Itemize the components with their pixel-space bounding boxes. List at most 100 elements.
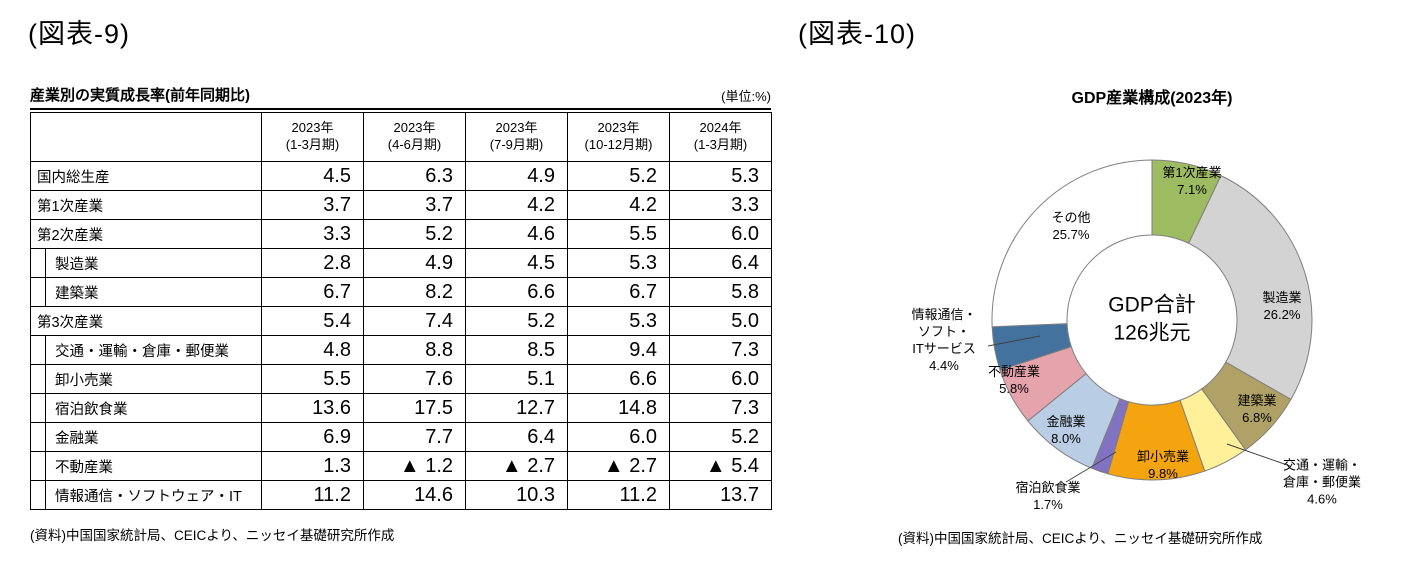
slice-label-1: 製造業 26.2% xyxy=(1262,290,1302,322)
table-row: 第3次産業 5.4 7.4 5.2 5.3 5.0 xyxy=(30,306,772,336)
table-cell: 9.4 xyxy=(567,335,670,365)
column-header-2: 2023年 (7-9月期) xyxy=(465,112,568,162)
table-row: 宿泊飲食業 13.6 17.5 12.7 14.8 7.3 xyxy=(30,393,772,424)
table-cell: 5.3 xyxy=(567,248,670,278)
table-cell: 6.7 xyxy=(261,277,364,307)
figure10-heading: (図表-10) xyxy=(798,19,917,49)
table-row: 不動産業 1.3 ▲ 1.2 ▲ 2.7 ▲ 2.7 ▲ 5.4 xyxy=(30,451,772,482)
table-cell: 10.3 xyxy=(465,480,568,510)
gdp-donut-chart: GDP合計 126兆元 第1次産業 7.1% 製造業 26.2% 建築業 6.8% 交通・運… xyxy=(800,106,1412,542)
table-cell: 11.2 xyxy=(261,480,364,510)
column-header-3: 2023年 (10-12月期) xyxy=(567,112,670,162)
table-cell: 6.6 xyxy=(567,364,670,394)
table-cell: 13.7 xyxy=(669,480,772,510)
table-row: 情報通信・ソフトウェア・IT 11.2 14.6 10.3 11.2 13.7 xyxy=(30,480,772,511)
table-cell: 6.4 xyxy=(465,422,568,452)
table-cell: 8.2 xyxy=(363,277,466,307)
table-cell: 2.8 xyxy=(261,248,364,278)
donut-chart-svg xyxy=(987,159,1313,483)
table-cell: 5.5 xyxy=(261,364,364,394)
table-cell: 13.6 xyxy=(261,393,364,423)
table-cell: 4.5 xyxy=(261,161,364,191)
leader-line-5 xyxy=(1065,451,1117,483)
leader-line-8 xyxy=(987,335,1041,347)
donut-center-line1: GDP合計 xyxy=(1108,293,1196,317)
table-row: 第2次産業 3.3 5.2 4.6 5.5 6.0 xyxy=(30,219,772,249)
table-cell: ▲ 2.7 xyxy=(465,451,568,481)
slice-label-9: その他 25.7% xyxy=(1051,210,1091,242)
leader-line-3 xyxy=(1226,443,1291,467)
slice-label-4: 卸小売業 9.8% xyxy=(1136,449,1190,481)
slice-label-2: 建築業 6.8% xyxy=(1237,393,1277,425)
table-cell: 3.7 xyxy=(261,190,364,220)
row-label: 製造業 xyxy=(30,248,262,279)
table-row: 国内総生産 4.5 6.3 4.9 5.2 5.3 xyxy=(30,161,772,191)
table-cell: 5.5 xyxy=(567,219,670,249)
donut-slice-9 xyxy=(991,159,1153,328)
figure9-unit-note: (単位:%) xyxy=(721,89,771,104)
table-cell: 5.2 xyxy=(363,219,466,249)
table-cell: 4.6 xyxy=(465,219,568,249)
table-corner-cell xyxy=(30,112,262,162)
slice-label-8: 情報通信・ ソフト・ ITサービス 4.4% xyxy=(911,307,977,373)
row-label: 第3次産業 xyxy=(30,306,262,336)
donut-center-line2: 126兆元 xyxy=(1113,322,1191,345)
table-cell: 12.7 xyxy=(465,393,568,423)
figure9-source-note: (資料)中国国家統計局、CEICより、ニッセイ基礎研究所作成 xyxy=(30,528,395,543)
table-cell: 1.3 xyxy=(261,451,364,481)
growth-rate-table: 2023年 (1-3月期) 2023年 (4-6月期) 2023年 (7-9月期) 2023… xyxy=(30,112,772,511)
row-label: 宿泊飲食業 xyxy=(30,393,262,424)
row-label: 建築業 xyxy=(30,277,262,308)
table-cell: 5.2 xyxy=(465,306,568,336)
column-header-1: 2023年 (4-6月期) xyxy=(363,112,466,162)
figure9-heading: (図表-9) xyxy=(28,19,130,49)
row-label: 交通・運輸・倉庫・郵便業 xyxy=(30,335,262,366)
table-row: 製造業 2.8 4.9 4.5 5.3 6.4 xyxy=(30,248,772,279)
table-cell: 4.2 xyxy=(465,190,568,220)
table-cell: 6.0 xyxy=(567,422,670,452)
table-cell: ▲ 1.2 xyxy=(363,451,466,481)
table-cell: ▲ 5.4 xyxy=(669,451,772,481)
column-header-0: 2023年 (1-3月期) xyxy=(261,112,364,162)
table-cell: 5.1 xyxy=(465,364,568,394)
row-label: 第1次産業 xyxy=(30,190,262,220)
table-cell: 4.8 xyxy=(261,335,364,365)
table-cell: 6.3 xyxy=(363,161,466,191)
table-row: 卸小売業 5.5 7.6 5.1 6.6 6.0 xyxy=(30,364,772,395)
table-cell: 3.3 xyxy=(261,219,364,249)
table-body: 国内総生産 4.5 6.3 4.9 5.2 5.3 第1次産業 3.7 3.7 4.2 4.2 3.3… xyxy=(30,161,772,511)
row-label: 情報通信・ソフトウェア・IT xyxy=(30,480,262,511)
table-cell: 7.6 xyxy=(363,364,466,394)
slice-label-3: 交通・運輸・ 倉庫・郵便業 4.6% xyxy=(1282,457,1362,507)
table-row: 建築業 6.7 8.2 6.6 6.7 5.8 xyxy=(30,277,772,308)
donut-chart-title: GDP産業構成(2023年) xyxy=(1071,90,1233,107)
table-cell: 7.4 xyxy=(363,306,466,336)
table-header-row: 2023年 (1-3月期) 2023年 (4-6月期) 2023年 (7-9月期) 2023… xyxy=(30,112,772,162)
table-cell: 3.3 xyxy=(669,190,772,220)
table-cell: 6.9 xyxy=(261,422,364,452)
table-cell: 11.2 xyxy=(567,480,670,510)
table-cell: 5.3 xyxy=(669,161,772,191)
table-header: 2023年 (1-3月期) 2023年 (4-6月期) 2023年 (7-9月期) 2023… xyxy=(30,112,772,162)
table-cell: 5.0 xyxy=(669,306,772,336)
table-cell: 6.0 xyxy=(669,219,772,249)
table-cell: 14.6 xyxy=(363,480,466,510)
slice-label-6: 金融業 8.0% xyxy=(1046,414,1086,446)
table-cell: 6.6 xyxy=(465,277,568,307)
table-cell: 7.3 xyxy=(669,335,772,365)
row-label: 不動産業 xyxy=(30,451,262,482)
donut-slice-1 xyxy=(1187,174,1313,401)
table-cell: 8.5 xyxy=(465,335,568,365)
figure9-title-bar: 産業別の実質成長率(前年同期比) (単位:%) xyxy=(30,84,771,110)
table-cell: 5.4 xyxy=(261,306,364,336)
table-cell: 4.9 xyxy=(465,161,568,191)
table-cell: 5.8 xyxy=(669,277,772,307)
row-label: 卸小売業 xyxy=(30,364,262,395)
row-label: 国内総生産 xyxy=(30,161,262,191)
table-cell: 7.3 xyxy=(669,393,772,423)
table-cell: 5.2 xyxy=(669,422,772,452)
table-row: 第1次産業 3.7 3.7 4.2 4.2 3.3 xyxy=(30,190,772,220)
table-cell: 6.0 xyxy=(669,364,772,394)
table-cell: 7.7 xyxy=(363,422,466,452)
